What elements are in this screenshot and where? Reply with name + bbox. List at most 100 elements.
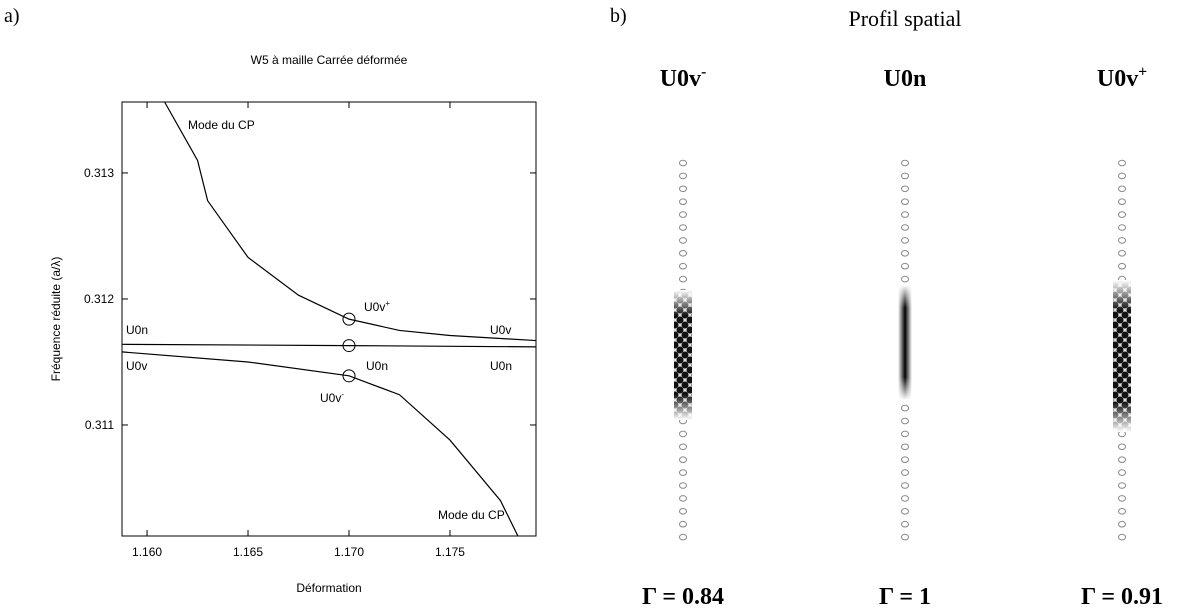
- hole: [679, 469, 687, 476]
- hole: [679, 495, 687, 502]
- line: [122, 343, 536, 348]
- hole: [679, 172, 687, 180]
- line: [122, 351, 519, 536]
- hole: [901, 159, 909, 167]
- annotation-text: U0v: [490, 323, 511, 337]
- annotation: U0n: [126, 323, 148, 337]
- hole: [679, 508, 687, 515]
- hole: [901, 185, 909, 193]
- gamma-label: Γ = 0.84: [642, 584, 724, 610]
- y-tick-label: 0.313: [84, 166, 114, 180]
- hole: [901, 211, 909, 218]
- profile-label: U0v-: [660, 63, 707, 92]
- x-tick-label: 1.165: [233, 545, 263, 559]
- field-fade: [674, 290, 692, 420]
- gamma-label: Γ = 0.91: [1081, 584, 1163, 610]
- x-tick-label: 1.160: [132, 545, 162, 559]
- hole: [1118, 159, 1126, 167]
- hole: [1118, 495, 1126, 502]
- hole: [1118, 262, 1126, 270]
- hole: [901, 533, 909, 541]
- field-fade: [898, 285, 912, 400]
- hole: [679, 456, 687, 464]
- hole: [679, 520, 687, 528]
- marker: [342, 369, 356, 383]
- profile-label-sup: +: [1138, 63, 1147, 80]
- annotation: U0n: [490, 359, 512, 373]
- annotation-text: Mode du CP: [188, 118, 255, 132]
- hole: [1118, 211, 1126, 218]
- marker: [342, 312, 356, 326]
- hole: [679, 198, 687, 205]
- profile-label-sup: -: [701, 63, 706, 80]
- hole: [901, 224, 909, 231]
- hole: [901, 172, 909, 180]
- hole: [901, 237, 909, 244]
- hole: [679, 211, 687, 218]
- profile-label-text: U0n: [884, 66, 927, 92]
- annotation: U0v-: [320, 390, 344, 405]
- hole: [901, 198, 909, 205]
- hole: [901, 469, 909, 476]
- profile-label: U0n: [884, 66, 927, 92]
- chart-title: W5 à maille Carrée déformée: [251, 53, 408, 67]
- annotation-text: U0v: [126, 359, 147, 373]
- hole: [1118, 443, 1126, 451]
- hole: [901, 482, 909, 489]
- annotation: Mode du CP: [188, 118, 255, 132]
- hole: [901, 495, 909, 502]
- panel-label: b): [610, 5, 627, 27]
- hole: [901, 250, 909, 257]
- hole: [679, 430, 687, 438]
- x-tick-label: 1.170: [334, 545, 364, 559]
- y-tick-label: 0.312: [84, 292, 114, 306]
- hole: [1118, 237, 1126, 244]
- hole: [679, 275, 687, 283]
- hole: [679, 185, 687, 193]
- hole: [901, 520, 909, 528]
- annotation: U0n: [366, 359, 388, 373]
- profile-label: U0v+: [1097, 63, 1147, 92]
- hole: [1118, 456, 1126, 464]
- x-tick-label: 1.175: [435, 545, 465, 559]
- hole: [1118, 520, 1126, 528]
- hole: [901, 456, 909, 464]
- hole: [1118, 185, 1126, 193]
- annotation-text: U0n: [490, 359, 512, 373]
- annotation-text: U0v: [320, 391, 341, 405]
- hole: [679, 224, 687, 231]
- hole: [901, 443, 909, 451]
- hole: [1118, 482, 1126, 489]
- field-fade: [1113, 280, 1131, 432]
- hole: [679, 159, 687, 167]
- hole: [1118, 224, 1126, 231]
- hole: [1118, 250, 1126, 257]
- y-tick-label: 0.311: [85, 418, 114, 432]
- annotation-sup: +: [385, 299, 390, 308]
- hole: [679, 237, 687, 244]
- marker: [342, 339, 356, 353]
- panel-label: a): [4, 5, 20, 27]
- hole: [1118, 198, 1126, 205]
- annotation-sup: -: [341, 390, 344, 399]
- profile-label-text: U0v: [1097, 66, 1138, 92]
- hole: [1118, 172, 1126, 180]
- hole: [679, 533, 687, 541]
- annotation-text: U0n: [366, 359, 388, 373]
- hole: [901, 262, 909, 270]
- plot-frame: [121, 101, 537, 537]
- hole: [901, 404, 909, 412]
- hole: [1118, 508, 1126, 515]
- plot-lines: [122, 102, 536, 536]
- annotation-text: U0n: [126, 323, 148, 337]
- line: [164, 102, 536, 342]
- hole: [901, 430, 909, 438]
- hole: [901, 508, 909, 515]
- annotation-text: U0v: [364, 300, 385, 314]
- annotation-text: Mode du CP: [438, 508, 505, 522]
- hole: [679, 482, 687, 489]
- annotation: U0v: [490, 323, 511, 337]
- annotation: U0v+: [364, 299, 390, 314]
- hole: [901, 417, 909, 425]
